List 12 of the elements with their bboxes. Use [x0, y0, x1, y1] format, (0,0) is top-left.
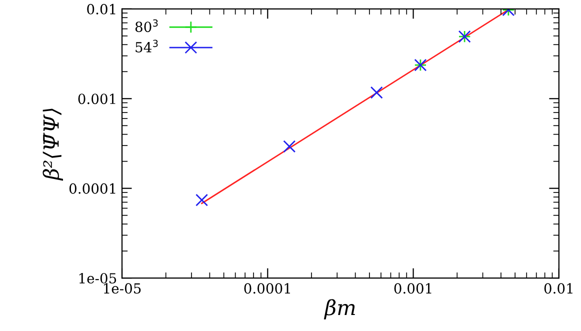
x-tick-label: 0.001 [394, 283, 432, 294]
y-tick-label: 1e-05 [79, 273, 116, 284]
y-axis-title: β²⟨Ψ̄Ψ⟩ [42, 108, 63, 181]
x-tick-label: 1e-05 [104, 283, 141, 294]
legend-label: 54$^{3}$ [136, 40, 158, 52]
x-tick-label: 0.0001 [244, 283, 290, 294]
y-tick-label: 0.01 [87, 4, 116, 14]
x-tick-label: 0.01 [544, 283, 572, 294]
legend-label: 80$^{3}$ [135, 19, 158, 32]
y-tick-label: 0.0001 [69, 183, 116, 194]
y-tick-label: 0.001 [78, 94, 116, 104]
x-axis-title: βm [324, 299, 355, 320]
